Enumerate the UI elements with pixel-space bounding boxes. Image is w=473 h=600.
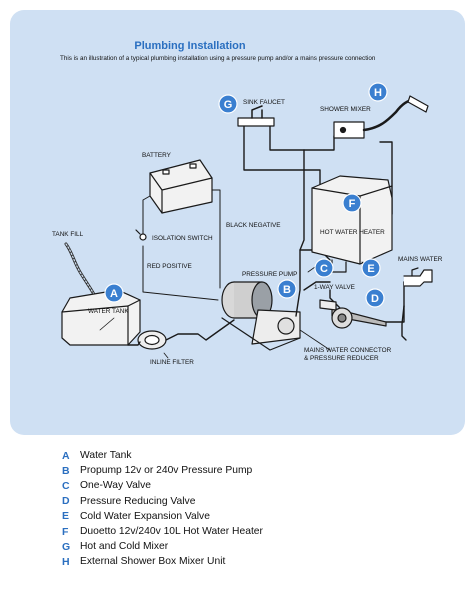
badge-f-letter: F — [349, 198, 356, 210]
badge-d: D — [365, 288, 385, 308]
label-sink-faucet: SINK FAUCET — [243, 99, 285, 106]
legend-text: External Shower Box Mixer Unit — [80, 556, 226, 568]
label-battery: BATTERY — [142, 152, 172, 159]
legend-key: F — [62, 525, 69, 538]
legend-key: H — [62, 555, 70, 568]
badge-d-letter: D — [371, 293, 379, 305]
legend-text: One-Way Valve — [80, 480, 151, 492]
label-black-negative: BLACK NEGATIVE — [226, 222, 281, 229]
diagram-subtitle: This is an illustration of a typical plu… — [60, 55, 376, 62]
legend-text: Duoetto 12v/240v 10L Hot Water Heater — [80, 526, 263, 538]
legend-item: G Hot and Cold Mixer — [62, 539, 263, 554]
badge-h-letter: H — [374, 87, 382, 99]
badge-b: B — [277, 279, 297, 299]
label-mains-water: MAINS WATER — [398, 256, 443, 263]
hot-water-heater — [311, 175, 393, 273]
pressure-reducer — [319, 299, 387, 329]
legend-item: H External Shower Box Mixer Unit — [62, 554, 263, 569]
badge-c-letter: C — [320, 263, 328, 275]
label-water-tank: WATER TANK — [88, 308, 129, 315]
isolation-switch-symbol — [135, 229, 147, 241]
label-mains-connector: MAINS WATER CONNECTOR — [304, 347, 392, 354]
water-tank — [61, 289, 141, 346]
pressure-pump — [221, 281, 301, 351]
badge-h: H — [368, 82, 388, 102]
badge-e: E — [361, 258, 381, 278]
label-red-positive: RED POSITIVE — [147, 263, 192, 270]
legend-text: Propump 12v or 240v Pressure Pump — [80, 465, 253, 477]
label-tank-fill: TANK FILL — [52, 231, 84, 238]
inline-filter — [137, 330, 167, 350]
badge-g-letter: G — [224, 99, 233, 111]
legend-text: Water Tank — [80, 450, 132, 462]
label-isolation-switch: ISOLATION SWITCH — [152, 235, 213, 242]
label-hot-water-heater: HOT WATER HEATER — [320, 229, 385, 236]
legend-key: D — [62, 495, 70, 508]
legend-key: G — [62, 540, 71, 553]
legend-key: A — [62, 449, 70, 462]
badge-b-letter: B — [283, 284, 291, 296]
tank-fill-hose — [64, 242, 98, 300]
badge-e-letter: E — [367, 263, 374, 275]
wiring — [142, 189, 221, 301]
legend-item: E Cold Water Expansion Valve — [62, 509, 263, 524]
legend-item: B Propump 12v or 240v Pressure Pump — [62, 463, 263, 478]
sink-faucet — [237, 105, 275, 127]
badge-c: C — [314, 258, 334, 278]
badge-g: G — [218, 94, 238, 114]
legend-item: C One-Way Valve — [62, 478, 263, 493]
plumbing-diagram: TANK FILL WATER TANK BATTERY ISOLATION S… — [52, 82, 443, 366]
diagram-title: Plumbing Installation — [134, 40, 246, 52]
legend: A Water Tank B Propump 12v or 240v Pressure… — [62, 448, 263, 570]
mains-tap — [403, 267, 433, 287]
label-one-way-valve: 1-WAY VALVE — [314, 284, 355, 291]
legend-item: D Pressure Reducing Valve — [62, 494, 263, 509]
label-inline-filter: INLINE FILTER — [150, 359, 194, 366]
label-pressure-pump: PRESSURE PUMP — [242, 271, 297, 278]
badges: A B C D E F G H — [104, 82, 388, 308]
battery — [149, 159, 213, 214]
legend-key: B — [62, 464, 70, 477]
legend-item: A Water Tank — [62, 448, 263, 463]
legend-text: Pressure Reducing Valve — [80, 495, 196, 507]
shower-mixer — [333, 95, 429, 139]
badge-a-letter: A — [110, 288, 118, 300]
legend-item: F Duoetto 12v/240v 10L Hot Water Heater — [62, 524, 263, 539]
legend-text: Hot and Cold Mixer — [80, 541, 169, 553]
legend-key: C — [62, 479, 70, 492]
diagram-labels: TANK FILL WATER TANK BATTERY ISOLATION S… — [52, 99, 443, 366]
label-pressure-reducer: & PRESSURE REDUCER — [304, 355, 379, 362]
legend-text: Cold Water Expansion Valve — [80, 510, 210, 522]
badge-a: A — [104, 283, 124, 303]
badge-f: F — [342, 193, 362, 213]
label-shower-mixer: SHOWER MIXER — [320, 106, 371, 113]
legend-key: E — [62, 510, 70, 523]
